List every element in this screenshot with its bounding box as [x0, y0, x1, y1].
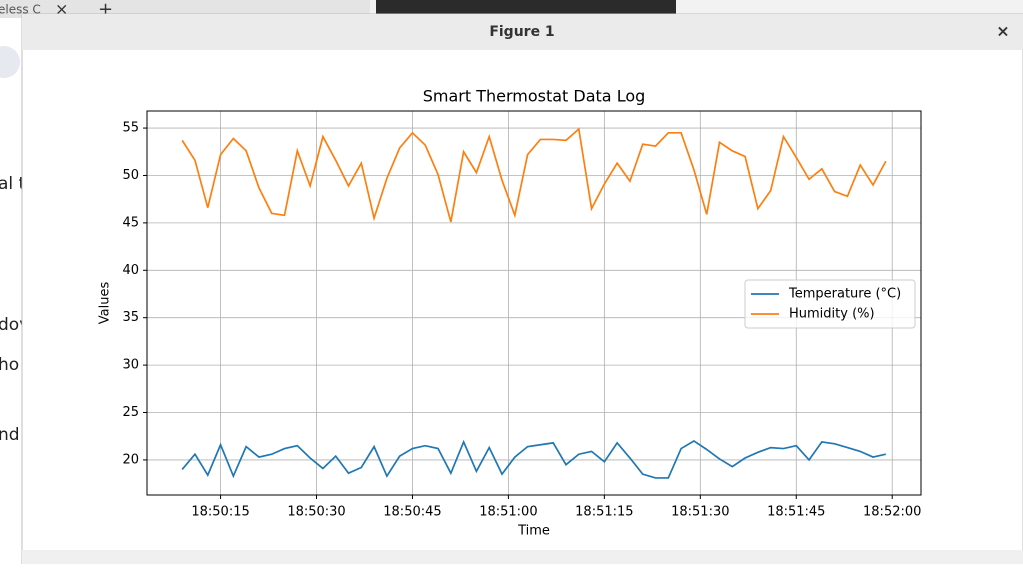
- y-tick-label: 25: [122, 405, 139, 420]
- x-tick-label: 18:51:15: [575, 505, 633, 520]
- data-line: [181, 439, 887, 479]
- y-tick-label: 55: [122, 121, 139, 136]
- y-tick-label: 50: [122, 168, 139, 183]
- x-axis-label: Time: [517, 524, 550, 539]
- y-tick-label: 20: [122, 452, 139, 467]
- y-tick-label: 35: [122, 310, 139, 325]
- title-bar: [22, 14, 1023, 50]
- legend-label: Humidity (%): [789, 307, 875, 322]
- x-tick-label: 18:50:30: [287, 505, 345, 520]
- y-tick-label: 45: [122, 215, 139, 230]
- x-tick-label: 18:52:00: [863, 505, 921, 520]
- data-line: [181, 127, 887, 223]
- y-tick-label: 30: [122, 358, 139, 373]
- toolbar: [22, 550, 1023, 564]
- x-tick-label: 18:50:15: [191, 505, 249, 520]
- axes-frame: [146, 110, 922, 496]
- page-text: ho: [0, 355, 19, 375]
- tab-label: eless C: [0, 3, 41, 17]
- y-tick-label: 40: [122, 263, 139, 278]
- window-title: Figure 1: [489, 24, 554, 40]
- browser-page: [0, 18, 22, 564]
- chart-title: Smart Thermostat Data Log: [423, 87, 646, 106]
- x-tick-label: 18:51:30: [671, 505, 729, 520]
- avatar: [0, 46, 20, 78]
- legend-frame: [744, 279, 916, 329]
- y-axis-label: Values: [98, 282, 113, 325]
- x-tick-label: 18:51:45: [767, 505, 825, 520]
- x-tick-label: 18:51:00: [479, 505, 537, 520]
- page-text: nd: [0, 425, 20, 445]
- legend-label: Temperature (°C): [788, 287, 901, 302]
- plot: 20 25 30 35 40 45 50 55 18:50:15 18:50:30 18:50:45…: [98, 87, 922, 539]
- close-button[interactable]: ×: [996, 22, 1009, 41]
- x-tick-label: 18:50:45: [383, 505, 441, 520]
